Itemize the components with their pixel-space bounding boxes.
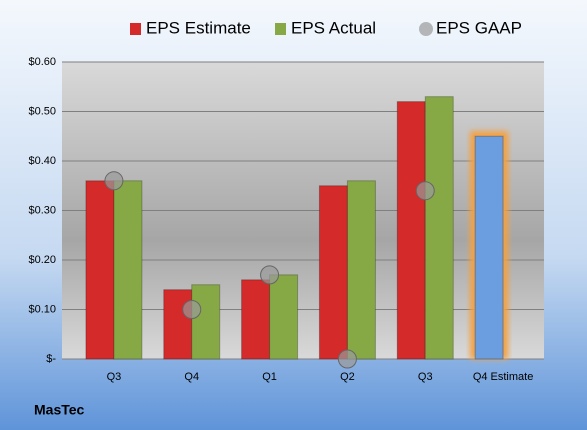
gaap-point <box>182 300 202 319</box>
x-tick-label: Q4 Estimate <box>473 371 534 383</box>
y-tick-label: $0.60 <box>28 56 56 68</box>
gaap-point <box>260 265 280 285</box>
y-tick-label: $0.50 <box>28 105 56 117</box>
y-tick-label: $0.40 <box>28 155 56 167</box>
bar <box>346 180 376 360</box>
bar <box>191 284 221 360</box>
x-tick-label: Q1 <box>262 371 277 383</box>
bar <box>113 180 143 360</box>
x-tick-label: Q2 <box>340 371 355 383</box>
y-tick-label: $- <box>46 353 56 365</box>
x-tick-label: Q3 <box>418 371 433 383</box>
bar <box>269 274 299 360</box>
bar <box>318 185 348 360</box>
gaap-point <box>337 349 357 369</box>
legend-swatch <box>419 22 433 36</box>
bar <box>474 135 504 360</box>
x-tick-label: Q4 <box>184 371 199 383</box>
bar <box>396 101 426 360</box>
gaap-point <box>104 171 124 191</box>
y-tick-label: $0.30 <box>28 204 56 216</box>
y-tick-label: $0.20 <box>28 254 56 266</box>
legend-label: EPS GAAP <box>436 18 522 37</box>
bar <box>85 180 115 360</box>
bar <box>163 289 193 360</box>
x-tick-label: Q3 <box>107 371 122 383</box>
bar <box>424 96 454 360</box>
legend-label: EPS Estimate <box>146 18 251 37</box>
legend-label: EPS Actual <box>291 18 376 37</box>
legend-swatch <box>275 23 286 35</box>
legend-swatch <box>130 23 141 35</box>
gaap-point <box>415 181 435 201</box>
y-tick-label: $0.10 <box>28 303 56 315</box>
bar <box>241 279 271 360</box>
chart-title: MasTec <box>34 402 85 418</box>
